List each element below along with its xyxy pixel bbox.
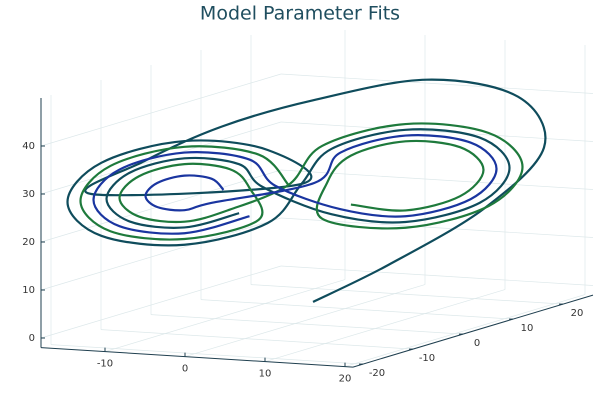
- y-tick-label: 10: [521, 323, 534, 334]
- y-tick-label: -10: [419, 353, 435, 364]
- grid-line: [40, 169, 282, 243]
- grid-line: [250, 284, 564, 305]
- x-tick-label: 0: [182, 364, 188, 375]
- grid-line: [100, 329, 414, 350]
- grid-line: [104, 279, 346, 352]
- chart-title: Model Parameter Fits: [200, 3, 400, 25]
- grid-line: [344, 294, 586, 367]
- z-tick-label: 10: [22, 285, 35, 296]
- grid-line: [280, 73, 594, 94]
- series-line: [79, 122, 524, 241]
- x-tick-label: 20: [339, 374, 352, 385]
- grid-line: [184, 284, 426, 357]
- grid-line: [280, 121, 594, 142]
- y-tick-label: 20: [571, 308, 584, 319]
- grid-line: [40, 121, 282, 195]
- grid-line: [150, 314, 464, 335]
- x-tick-label: 10: [259, 369, 272, 380]
- grid-line: [40, 265, 282, 339]
- y-tick-label: 0: [474, 338, 480, 349]
- grid-line: [40, 217, 282, 291]
- grid-line: [200, 299, 514, 320]
- grid-line: [280, 217, 594, 238]
- z-tick-label: 20: [22, 237, 35, 248]
- grid-line: [40, 73, 282, 147]
- series-line: [92, 134, 498, 235]
- grid-line: [50, 344, 364, 365]
- grid-line: [264, 289, 506, 362]
- series-line: [66, 78, 547, 303]
- x-axis: [40, 347, 354, 368]
- x-tick-label: -10: [97, 359, 113, 370]
- y-tick-label: -20: [369, 368, 385, 379]
- z-tick-label: 0: [29, 333, 35, 344]
- z-tick-label: 30: [22, 189, 35, 200]
- y-axis: [352, 294, 594, 368]
- z-tick-label: 40: [22, 141, 35, 152]
- grid-line: [280, 265, 594, 286]
